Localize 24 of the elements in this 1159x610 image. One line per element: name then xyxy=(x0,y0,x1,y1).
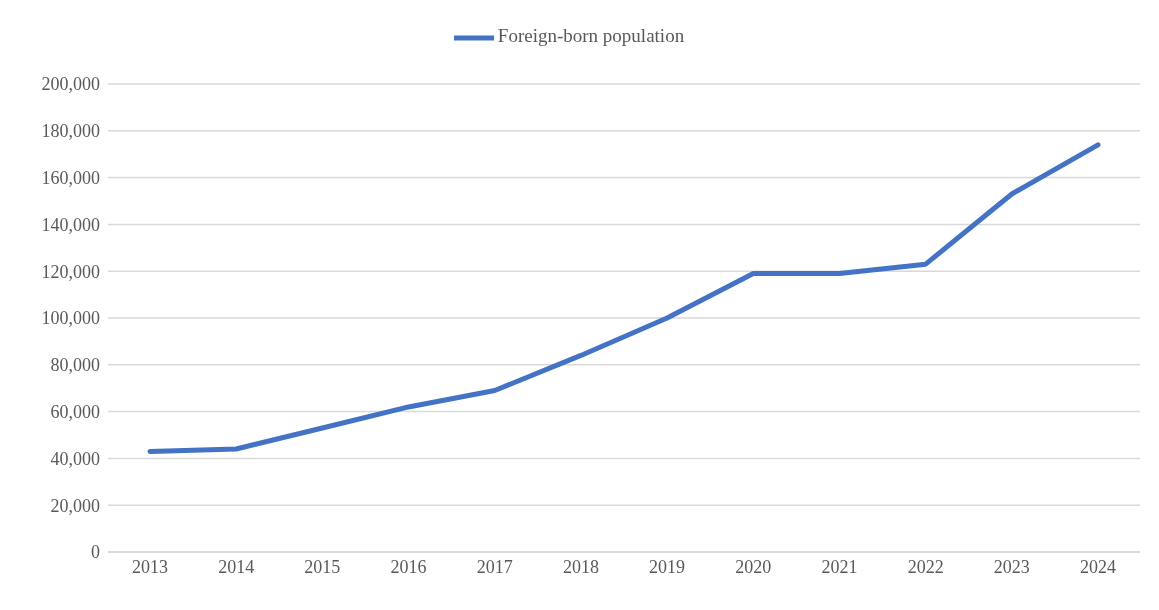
y-tick-label: 0 xyxy=(91,542,100,563)
y-tick-label: 80,000 xyxy=(50,355,100,376)
x-tick-label: 2015 xyxy=(304,556,341,577)
x-tick-label: 2017 xyxy=(476,556,513,577)
y-tick-label: 100,000 xyxy=(41,308,100,329)
x-tick-label: 2024 xyxy=(1080,556,1116,577)
y-tick-label: 40,000 xyxy=(50,448,100,469)
x-tick-label: 2016 xyxy=(390,556,427,577)
y-tick-label: 200,000 xyxy=(41,74,100,95)
x-tick-label: 2019 xyxy=(649,556,686,577)
y-tick-label: 140,000 xyxy=(41,214,100,235)
x-tick-label: 2013 xyxy=(132,556,168,577)
x-tick-label: 2018 xyxy=(562,556,599,577)
x-tick-label: 2021 xyxy=(821,556,858,577)
x-tick-label: 2023 xyxy=(993,556,1030,577)
y-tick-label: 180,000 xyxy=(41,121,100,142)
y-tick-label: 20,000 xyxy=(50,495,100,516)
x-tick-label: 2022 xyxy=(907,556,944,577)
y-tick-label: 120,000 xyxy=(41,261,100,282)
x-tick-label: 2020 xyxy=(735,556,772,577)
y-tick-label: 160,000 xyxy=(41,167,100,188)
y-tick-label: 60,000 xyxy=(50,401,100,422)
legend-label: Foreign-born population xyxy=(497,25,685,47)
x-tick-label: 2014 xyxy=(218,556,255,577)
